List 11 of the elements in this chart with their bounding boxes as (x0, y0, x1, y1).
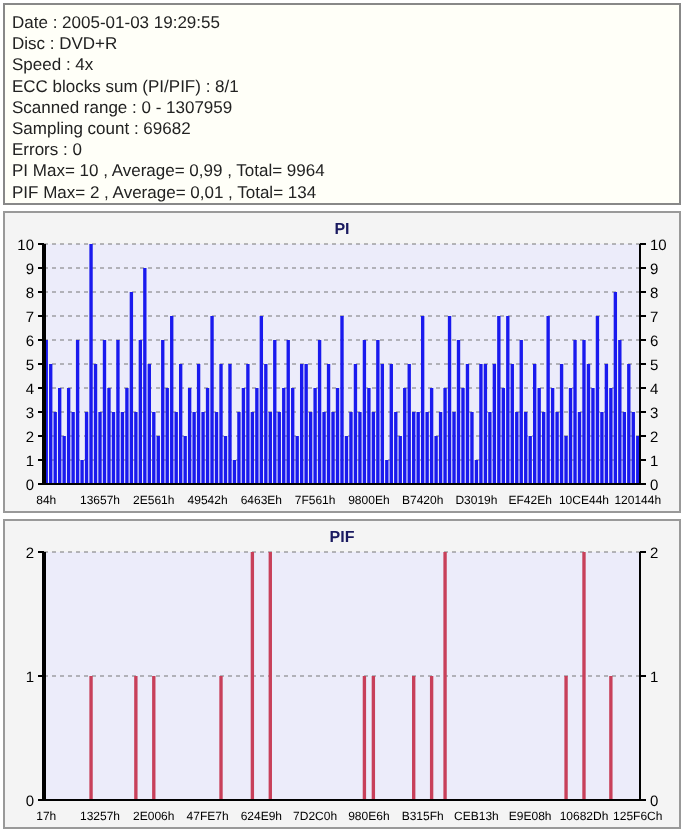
text: PIF Max= 2 , Average= 0,01 , Total= 134 (12, 181, 317, 202)
text: PI Max= 10 , Average= 0,99 , Total= 9964 (12, 160, 326, 181)
text: Speed : 4x (12, 54, 95, 75)
text: Sampling count : 69682 (12, 118, 192, 138)
text: Errors : 0 (12, 139, 83, 160)
chart-title: PI (334, 220, 350, 238)
text: Disc : DVD+R (12, 33, 118, 54)
text: Date : 2005-01-03 19:29:55 (12, 12, 221, 32)
chart-title: PIF (329, 528, 355, 546)
text: Scanned range : 0 - 1307959 (12, 96, 233, 117)
text: ECC blocks sum (PI/PIF) : 8/1 (12, 75, 240, 96)
